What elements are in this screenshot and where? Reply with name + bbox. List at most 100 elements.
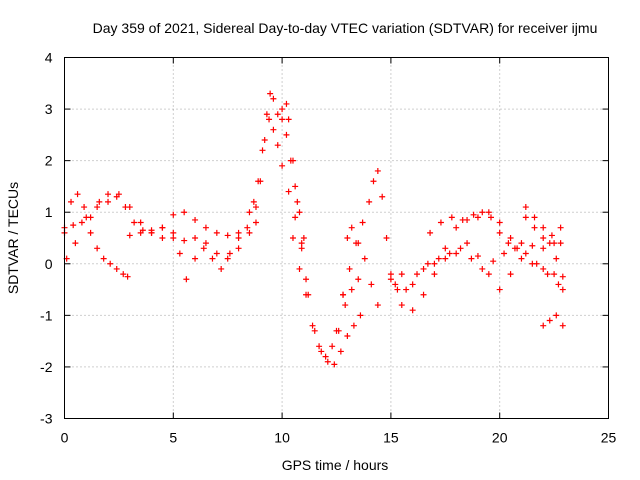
data-point xyxy=(292,214,299,221)
data-point xyxy=(437,219,444,226)
y-tick-label: 3 xyxy=(45,101,53,117)
data-point xyxy=(159,235,166,241)
data-point xyxy=(96,198,103,205)
data-point xyxy=(218,265,225,272)
data-point xyxy=(420,291,427,298)
data-point xyxy=(518,240,525,247)
series-storm-rise xyxy=(246,90,307,241)
data-point xyxy=(261,137,268,144)
data-point xyxy=(553,255,560,262)
data-point xyxy=(409,281,416,288)
data-point xyxy=(442,245,449,252)
data-point xyxy=(337,348,344,355)
data-point xyxy=(555,281,562,288)
data-point xyxy=(226,250,233,257)
data-point xyxy=(274,142,281,149)
x-tick-label: 5 xyxy=(169,430,177,446)
data-point xyxy=(540,235,547,241)
data-point xyxy=(289,157,296,164)
data-point xyxy=(292,183,299,190)
data-point xyxy=(202,224,209,231)
data-point xyxy=(453,250,460,257)
data-point xyxy=(424,260,431,267)
data-point xyxy=(403,286,410,293)
data-point xyxy=(387,271,394,278)
data-point xyxy=(435,255,442,262)
data-point xyxy=(298,245,305,252)
data-point xyxy=(420,265,427,272)
data-point xyxy=(183,276,190,283)
data-point xyxy=(529,242,536,249)
data-point xyxy=(522,250,529,257)
data-point xyxy=(181,209,188,216)
data-point xyxy=(283,131,290,138)
data-point xyxy=(359,219,366,226)
data-point xyxy=(170,211,177,218)
series-late-arc-c xyxy=(398,209,564,314)
data-point xyxy=(235,235,242,241)
x-tick-label: 10 xyxy=(274,430,290,446)
data-point xyxy=(487,214,494,221)
data-point xyxy=(107,260,114,267)
data-point xyxy=(224,232,231,239)
data-point xyxy=(485,209,492,216)
data-point xyxy=(370,178,377,185)
series-arc-c xyxy=(63,191,253,262)
data-point xyxy=(387,276,394,283)
data-point xyxy=(170,229,177,236)
data-point xyxy=(355,240,362,247)
data-point xyxy=(83,214,90,221)
data-point xyxy=(170,235,177,241)
data-point xyxy=(181,237,188,244)
data-point xyxy=(344,332,351,339)
series-arc-d xyxy=(126,204,259,283)
y-tick-label: 2 xyxy=(45,153,53,169)
data-point xyxy=(505,240,512,247)
data-point xyxy=(137,229,144,236)
data-point xyxy=(263,111,270,118)
data-point xyxy=(357,312,364,319)
data-point xyxy=(559,273,566,280)
data-point xyxy=(342,302,349,309)
data-point xyxy=(285,116,292,123)
data-point xyxy=(316,343,323,350)
series-storm-fall-2 xyxy=(289,235,362,360)
data-point xyxy=(374,302,381,309)
data-point xyxy=(270,126,277,133)
data-point xyxy=(485,271,492,278)
data-point xyxy=(518,255,525,262)
series-tail xyxy=(522,204,566,293)
data-point xyxy=(200,245,207,252)
data-point xyxy=(274,111,281,118)
data-point xyxy=(446,250,453,257)
data-point xyxy=(496,286,503,293)
data-point xyxy=(496,219,503,226)
data-point xyxy=(559,322,566,329)
data-point xyxy=(126,204,133,211)
x-tick-label: 0 xyxy=(61,430,69,446)
data-point xyxy=(322,353,329,360)
data-point xyxy=(496,229,503,236)
data-point xyxy=(374,167,381,174)
series-storm-rise-2 xyxy=(252,100,310,283)
data-point xyxy=(213,229,220,236)
data-point xyxy=(557,240,564,247)
data-point xyxy=(355,276,362,283)
data-point xyxy=(246,229,253,236)
data-point xyxy=(557,224,564,231)
y-tick-label: 1 xyxy=(45,204,53,220)
x-tick-label: 25 xyxy=(601,430,617,446)
data-point xyxy=(348,224,355,231)
data-point xyxy=(131,219,138,226)
data-point xyxy=(209,255,216,262)
data-point xyxy=(553,312,560,319)
data-point xyxy=(298,240,305,247)
series-recovery-2 xyxy=(333,224,381,334)
data-point xyxy=(331,361,338,368)
data-point xyxy=(383,235,390,241)
series-late-arc-b xyxy=(392,245,562,293)
data-point xyxy=(72,240,79,247)
data-point xyxy=(74,191,81,198)
data-point xyxy=(250,198,257,205)
